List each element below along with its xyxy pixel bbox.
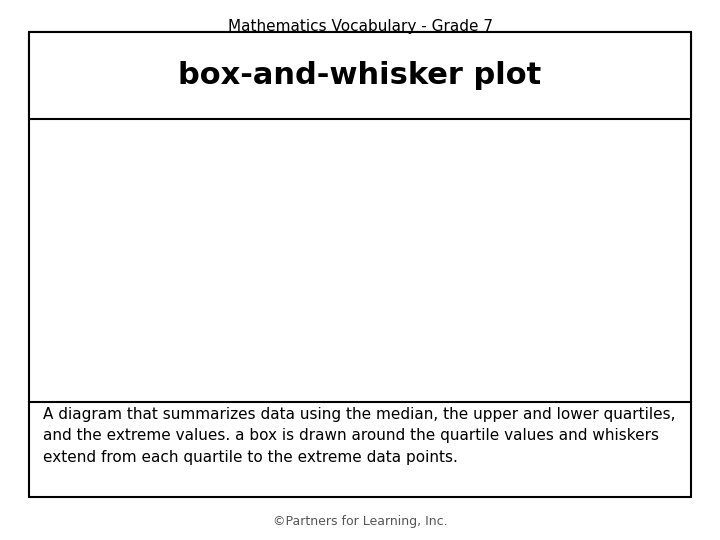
Text: maximum: maximum <box>577 135 647 208</box>
Text: upper: upper <box>459 280 541 294</box>
Text: 200: 200 <box>240 318 269 333</box>
Text: quartile: quartile <box>169 301 222 315</box>
Text: median: median <box>336 135 387 207</box>
Text: A diagram that summarizes data using the median, the upper and lower quartiles,
: A diagram that summarizes data using the… <box>43 407 675 465</box>
Text: (measured in feet): (measured in feet) <box>298 357 444 372</box>
Text: minimum: minimum <box>66 135 131 208</box>
Text: lower: lower <box>177 280 251 294</box>
Text: Mathematics Vocabulary - Grade 7: Mathematics Vocabulary - Grade 7 <box>228 19 492 34</box>
Text: 250: 250 <box>402 318 431 333</box>
Bar <box>254 214 456 274</box>
Text: 150: 150 <box>78 318 107 333</box>
Text: 300: 300 <box>564 318 594 333</box>
Text: ©Partners for Learning, Inc.: ©Partners for Learning, Inc. <box>273 515 447 528</box>
Text: quartile: quartile <box>494 301 548 315</box>
Text: box-and-whisker plot: box-and-whisker plot <box>179 61 541 90</box>
Text: Tree Heights: Tree Heights <box>322 337 420 351</box>
